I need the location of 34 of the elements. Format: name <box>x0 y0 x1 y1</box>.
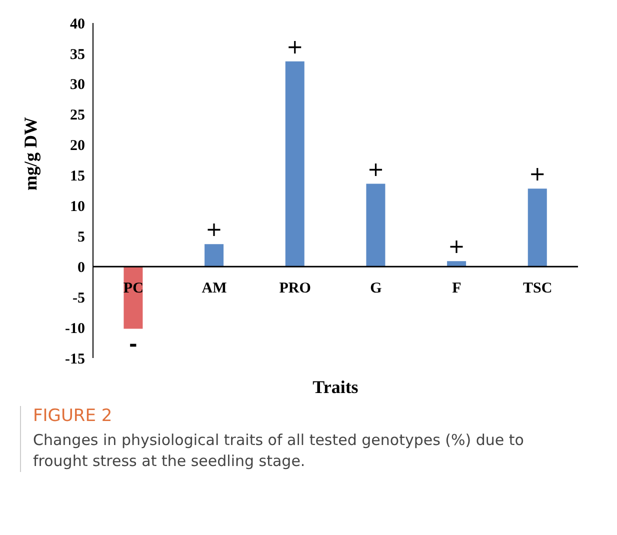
text: Changes in physiological traits of all tested genotypes (%) due to frought stress at the seedling stage. <box>33 430 525 472</box>
y-tick-label: 10 <box>70 199 85 216</box>
y-tick-label: -10 <box>65 320 85 337</box>
bar <box>124 266 143 329</box>
x-tick-label: TSC <box>522 280 552 297</box>
x-tick-label: G <box>370 280 382 297</box>
y-tick-label: 35 <box>70 46 85 63</box>
y-tick-label: -5 <box>72 290 85 306</box>
data-label: - <box>129 332 138 356</box>
y-tick-label: 25 <box>70 108 85 124</box>
y-tick-label: 30 <box>70 77 85 94</box>
bar <box>204 244 224 267</box>
y-axis-title: mg/g DW <box>20 117 40 190</box>
x-tick-label: F <box>452 280 462 297</box>
x-tick-label: PRO <box>279 280 311 297</box>
y-tick-label: -15 <box>65 351 85 368</box>
bar <box>366 184 386 267</box>
y-tick-label: 0 <box>78 260 85 276</box>
bar <box>285 61 304 267</box>
data-label: + <box>286 34 304 58</box>
x-axis-title: Traits <box>312 377 358 397</box>
x-tick-label: PC <box>123 280 144 297</box>
data-label: + <box>367 156 384 181</box>
data-label: + <box>206 217 222 242</box>
data-label: + <box>529 162 546 186</box>
y-tick-label: 15 <box>70 168 85 185</box>
bar <box>528 188 547 267</box>
text: FIGURE 2 <box>33 406 114 426</box>
y-tick-label: 20 <box>70 138 85 154</box>
y-tick-label: 5 <box>78 230 85 246</box>
y-tick-label: 40 <box>70 16 85 32</box>
bar <box>447 261 466 267</box>
data-label: + <box>448 234 465 258</box>
x-tick-label: AM <box>202 280 227 297</box>
